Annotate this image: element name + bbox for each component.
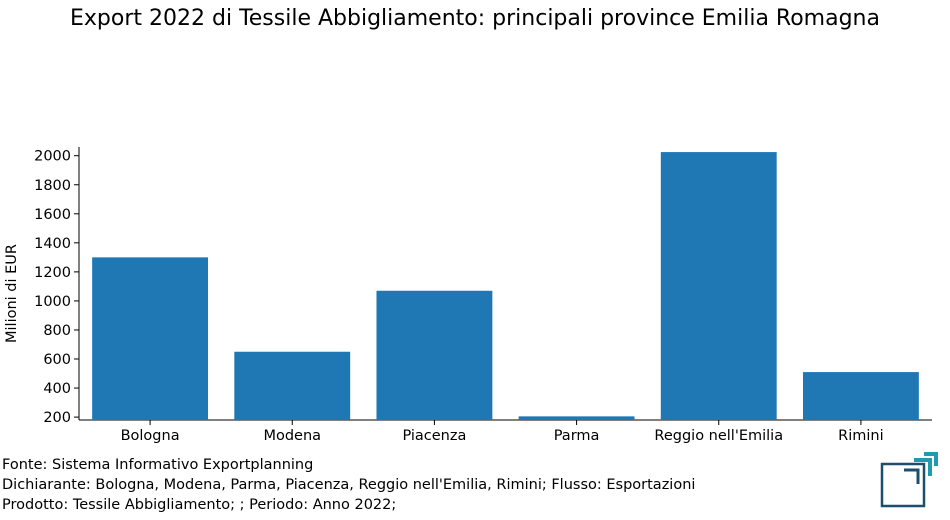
bar-piacenza (376, 290, 493, 420)
y-tick-label: 800 (43, 323, 71, 339)
footer-source: Fonte: Sistema Informativo Exportplannin… (2, 457, 314, 473)
y-tick-label: 400 (43, 381, 71, 397)
bar-reggio-nell-emilia (660, 152, 777, 420)
y-tick-label: 1600 (34, 207, 71, 223)
chart-footer: Fonte: Sistema Informativo Exportplannin… (2, 455, 695, 515)
bar-modena (234, 351, 351, 420)
x-tick-label: Piacenza (402, 428, 466, 444)
exportplanning-logo-icon (880, 452, 938, 508)
y-tick-label: 1800 (34, 178, 71, 194)
x-tick-label: Reggio nell'Emilia (654, 428, 783, 444)
y-tick-label: 2000 (34, 149, 71, 165)
x-tick-label: Modena (263, 428, 321, 444)
x-tick-label: Bologna (121, 428, 180, 444)
footer-declarants: Dichiarante: Bologna, Modena, Parma, Pia… (2, 477, 696, 493)
y-tick-label: 1400 (34, 236, 71, 252)
y-axis-label: Milioni di EUR (4, 244, 20, 343)
footer-product-period: Prodotto: Tessile Abbigliamento; ; Perio… (2, 497, 397, 513)
y-tick-label: 600 (43, 352, 71, 368)
x-tick-label: Parma (554, 428, 600, 444)
bar-bologna (92, 257, 209, 420)
y-tick-label: 1200 (34, 265, 71, 281)
x-tick-label: Rimini (838, 428, 883, 444)
y-tick-label: 200 (43, 410, 71, 426)
y-tick-label: 1000 (34, 294, 71, 310)
bar-parma (518, 416, 635, 420)
chart-title: Export 2022 di Tessile Abbigliamento: pr… (70, 6, 880, 31)
bar-rimini (802, 372, 919, 420)
